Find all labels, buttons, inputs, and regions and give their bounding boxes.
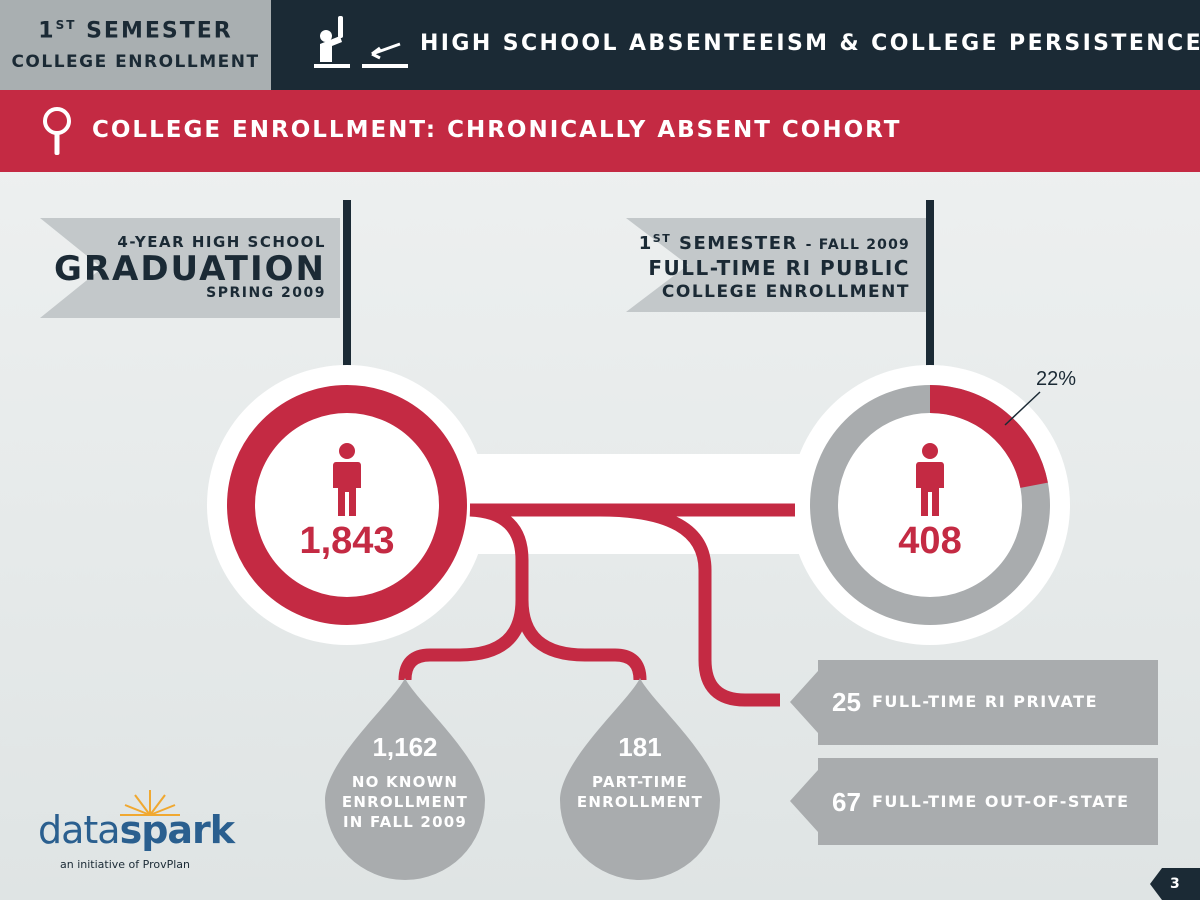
- page-header-title: HIGH SCHOOL ABSENTEEISM & COLLEGE PERSIS…: [420, 31, 1200, 56]
- no-enrollment-count: 1,162: [372, 732, 438, 762]
- magnifier-icon: [43, 107, 71, 155]
- out-of-state-label: FULL-TIME OUT-OF-STATE: [872, 792, 1130, 811]
- percent-leader-line: [1004, 391, 1041, 426]
- semester-box: 1ST SEMESTER COLLEGE ENROLLMENT: [0, 0, 271, 90]
- right-flag-line3: COLLEGE ENROLLMENT: [661, 282, 910, 302]
- enrollment-person-icon: [916, 443, 944, 516]
- right-flag-line2: FULL-TIME RI PUBLIC: [648, 256, 910, 280]
- part-time-drop: [560, 678, 720, 880]
- left-flag-line3: SPRING 2009: [206, 285, 326, 301]
- graduates-count: 1,843: [299, 520, 395, 562]
- graduates-person-icon: [333, 443, 361, 516]
- enrollment-percent-label: 22%: [1036, 368, 1077, 390]
- out-of-state-count: 67: [832, 787, 861, 817]
- section-title: COLLEGE ENROLLMENT: CHRONICALLY ABSENT C…: [92, 117, 902, 143]
- right-flag-line1: 1ST SEMESTER - FALL 2009: [638, 232, 910, 254]
- left-flag-line1: 4-YEAR HIGH SCHOOL: [117, 233, 326, 251]
- no-enrollment-label: NO KNOWN ENROLLMENT IN FALL 2009: [341, 773, 469, 831]
- branch-lines: [398, 503, 795, 707]
- right-flag-pole: [926, 200, 934, 372]
- part-time-count: 181: [618, 732, 662, 762]
- part-time-label: PART-TIME ENROLLMENT: [576, 773, 704, 811]
- enrollment-donut-share: [810, 385, 1050, 625]
- page-number: 3: [1170, 876, 1180, 892]
- ri-private-count: 25: [832, 687, 861, 717]
- enrollment-count: 408: [898, 520, 962, 562]
- left-flag-line2: GRADUATION: [53, 249, 326, 289]
- left-flag-shape: [40, 218, 340, 318]
- ri-private-label: FULL-TIME RI PRIVATE: [872, 692, 1099, 711]
- logo-tagline: an initiative of ProvPlan: [60, 858, 191, 871]
- ri-private-box: [790, 660, 1158, 745]
- raised-hand-desk-icon: [314, 16, 408, 68]
- spark-icon: [120, 790, 180, 816]
- semester-title: 1ST SEMESTER: [38, 18, 233, 44]
- page-number-tab: [1150, 868, 1200, 900]
- left-flag-pole: [343, 200, 351, 372]
- section-banner: [0, 90, 1200, 172]
- dataspark-logo: dataspark: [38, 808, 235, 852]
- graduates-ring: [227, 385, 467, 625]
- out-of-state-box: [790, 758, 1158, 845]
- no-enrollment-drop: [325, 678, 485, 880]
- semester-subtitle: COLLEGE ENROLLMENT: [11, 52, 260, 72]
- right-flag-shape: [626, 218, 926, 312]
